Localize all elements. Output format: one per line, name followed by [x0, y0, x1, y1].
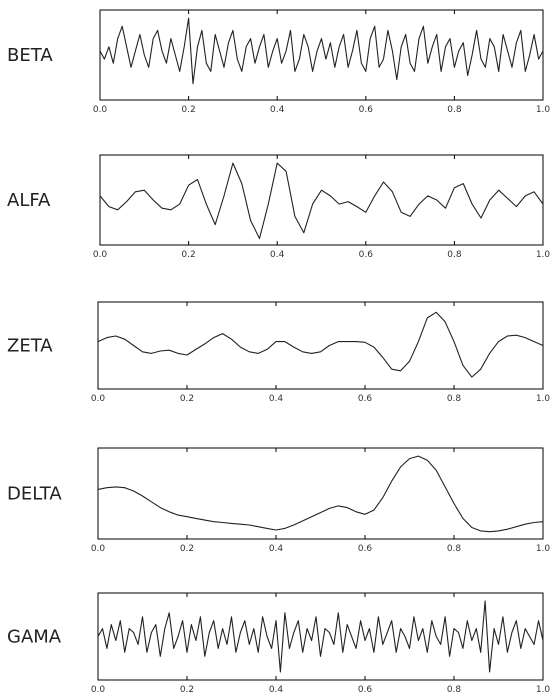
- panel-alfa: ALFA 0.0 0.2 0.4 0.6 0.8 1.0: [7, 154, 551, 260]
- x-tick-label: 0.4: [269, 685, 284, 695]
- band-label: ZETA: [7, 336, 53, 357]
- plot-frame: [97, 301, 544, 390]
- x-tick-label: 0.0: [91, 394, 106, 404]
- x-tick-label: 0.8: [447, 544, 462, 554]
- x-tick-label: 0.6: [358, 544, 373, 554]
- x-tick-label: 0.2: [180, 685, 194, 695]
- plot-frame: [99, 9, 544, 101]
- x-tick-label: 0.8: [447, 394, 462, 404]
- x-tick-label: 0.6: [358, 394, 373, 404]
- signal-trace: [97, 600, 544, 673]
- x-tick-label: 0.4: [270, 105, 285, 115]
- signal-trace: [99, 17, 544, 85]
- band-label: DELTA: [7, 484, 62, 505]
- plot-frame: [99, 154, 544, 246]
- x-tick-label: 1.0: [536, 105, 551, 115]
- x-tick-label: 0.8: [447, 685, 462, 695]
- x-tick-label: 1.0: [536, 250, 551, 260]
- signal-trace: [99, 162, 544, 240]
- signal-trace: [97, 311, 544, 378]
- x-tick-label: 0.4: [269, 544, 284, 554]
- x-tick-label: 0.2: [181, 250, 195, 260]
- x-tick-label: 0.2: [180, 544, 194, 554]
- x-tick-label: 0.0: [91, 544, 106, 554]
- panel-gama: GAMA 0.0 0.2 0.4 0.6 0.8 1.0: [7, 592, 551, 695]
- x-tick-label: 0.2: [181, 105, 195, 115]
- plot-frame: [97, 447, 544, 540]
- x-tick-label: 0.4: [269, 394, 284, 404]
- x-tick-label: 1.0: [536, 544, 551, 554]
- x-tick-label: 0.8: [447, 250, 462, 260]
- band-label: ALFA: [7, 190, 51, 211]
- x-tick-label: 0.8: [447, 105, 462, 115]
- panel-zeta: ZETA 0.0 0.2 0.4 0.6 0.8 1.0: [7, 301, 551, 404]
- plot-frame: [97, 592, 544, 681]
- panel-beta: BETA 0.0 0.2 0.4 0.6 0.8 1.0: [7, 9, 551, 115]
- x-tick-label: 0.0: [93, 250, 108, 260]
- x-tick-label: 0.0: [93, 105, 108, 115]
- signal-trace: [97, 455, 544, 533]
- panel-delta: DELTA 0.0 0.2 0.4 0.6 0.8 1.0: [7, 447, 551, 554]
- x-tick-label: 1.0: [536, 394, 551, 404]
- x-tick-label: 0.0: [91, 685, 106, 695]
- x-tick-label: 0.6: [359, 105, 374, 115]
- x-tick-label: 1.0: [536, 685, 551, 695]
- x-tick-label: 0.6: [358, 685, 373, 695]
- band-label: GAMA: [7, 627, 62, 648]
- band-label: BETA: [7, 45, 53, 66]
- x-tick-label: 0.6: [359, 250, 374, 260]
- x-tick-label: 0.2: [180, 394, 194, 404]
- x-tick-label: 0.4: [270, 250, 285, 260]
